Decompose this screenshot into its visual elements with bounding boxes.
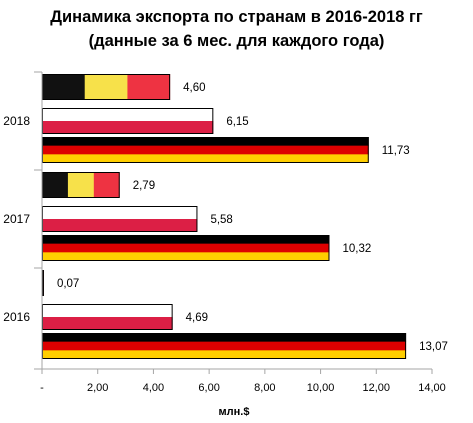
bar-stripe [42, 154, 369, 163]
bar [42, 333, 407, 359]
data-label: 0,07 [57, 278, 79, 290]
bar-stripe [42, 219, 198, 232]
data-label: 4,69 [186, 312, 208, 324]
bar [42, 137, 369, 163]
x-tick-label: 2,00 [87, 382, 108, 394]
data-label: 10,32 [342, 243, 371, 255]
data-label: 13,07 [419, 341, 448, 353]
x-tick-label: 14,00 [418, 382, 446, 394]
x-tick-label: 6,00 [198, 382, 219, 394]
x-tick-label: 8,00 [254, 382, 275, 394]
bar-stripe [42, 74, 86, 100]
bar-stripe [84, 74, 128, 100]
data-label: 2,79 [133, 180, 155, 192]
chart-subtitle: (данные за 6 мес. для каждого года) [88, 32, 385, 50]
bar-stripe [127, 74, 171, 100]
data-label: 11,73 [382, 145, 410, 157]
bar-stripe [42, 206, 198, 220]
bar-stripe [42, 172, 69, 198]
data-label: 4,60 [183, 82, 205, 94]
bar [42, 172, 120, 198]
bar-outline [42, 270, 44, 296]
bar-stripe [42, 304, 173, 318]
bar-stripe [42, 333, 407, 342]
category-label: 2016 [3, 310, 30, 324]
bar [42, 304, 173, 330]
bar-stripe [42, 137, 369, 146]
bar-stripe [42, 121, 214, 134]
bar [42, 74, 171, 100]
bar-stripe [42, 108, 214, 122]
x-tick-label: 10,00 [307, 382, 335, 394]
x-tick-label: 4,00 [143, 382, 164, 394]
bar-stripe [67, 172, 95, 198]
x-tick-label: - [40, 382, 44, 394]
category-label: 2018 [3, 114, 30, 128]
bar-stripe [42, 341, 407, 351]
bar-stripe [42, 243, 330, 253]
bar-stripe [42, 252, 330, 261]
x-tick-label: 12,00 [363, 382, 391, 394]
bar [42, 108, 214, 134]
chart-title: Динамика экспорта по странам в 2016-2018… [50, 8, 423, 26]
bar-stripe [93, 172, 120, 198]
bar-stripe [42, 317, 173, 330]
bar-stripe [42, 235, 330, 244]
category-label: 2017 [3, 212, 30, 226]
data-label: 5,58 [210, 214, 232, 226]
bar [42, 235, 330, 261]
bar-stripe [42, 350, 407, 359]
data-label: 6,15 [226, 116, 248, 128]
x-axis-label: млн.$ [219, 406, 250, 418]
bar [42, 206, 198, 232]
bar-stripe [42, 145, 369, 155]
